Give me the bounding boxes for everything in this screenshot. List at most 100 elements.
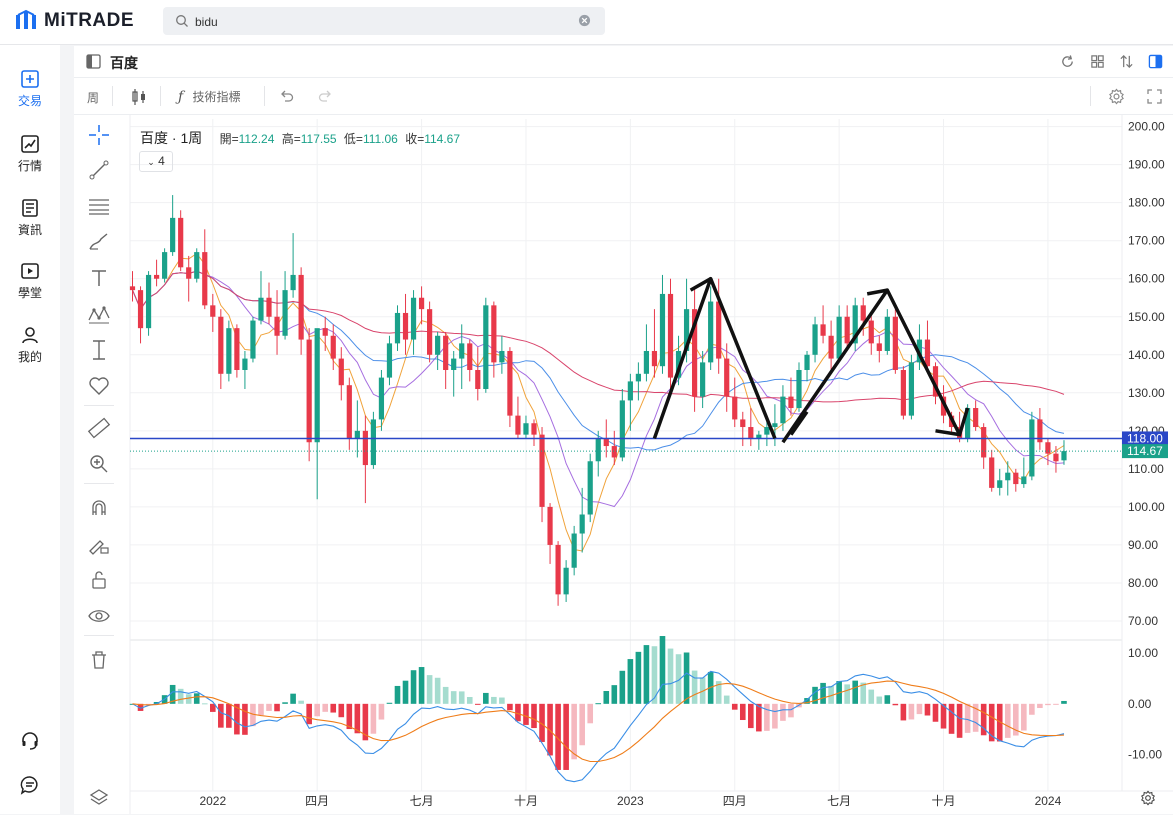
text-tool-icon[interactable] xyxy=(86,265,112,291)
candle-body xyxy=(932,366,939,397)
candle-body xyxy=(386,343,393,378)
macd-bar xyxy=(651,646,658,704)
price-tick-label: 140.00 xyxy=(1128,348,1165,362)
logo[interactable]: MiTRADE xyxy=(14,8,134,34)
chart-settings-icon[interactable] xyxy=(1140,790,1156,806)
interval-selector[interactable]: 周 xyxy=(87,91,100,105)
panel-header: 百度 xyxy=(74,46,1173,78)
macd-bar xyxy=(739,703,746,721)
macd-bar xyxy=(788,703,794,718)
indicator-collapse-button[interactable]: ⌄ 4 xyxy=(139,151,173,172)
clear-search-icon[interactable] xyxy=(578,14,591,27)
sort-icon[interactable] xyxy=(1119,54,1134,69)
macd-bar xyxy=(1004,703,1011,738)
user-icon xyxy=(22,327,38,344)
nav-item-trade[interactable]: 交易 xyxy=(0,69,60,119)
sidebar-toggle-icon[interactable] xyxy=(86,54,101,69)
panel-layout-icon[interactable] xyxy=(1148,54,1163,69)
candle-body xyxy=(306,339,312,443)
nav-item-market[interactable]: 行情 xyxy=(0,134,60,184)
grid-layout-icon[interactable] xyxy=(1090,54,1105,69)
macd-bar xyxy=(667,648,674,704)
macd-tick-label: 10.00 xyxy=(1128,646,1158,660)
nav-label-news: 資訊 xyxy=(17,223,42,237)
horizontal-lines-icon[interactable] xyxy=(86,193,112,219)
macd-bar xyxy=(290,693,296,704)
fullscreen-icon[interactable] xyxy=(1147,89,1162,104)
eye-icon[interactable] xyxy=(86,603,112,629)
crosshair-icon[interactable] xyxy=(86,122,112,148)
macd-bar xyxy=(900,703,907,721)
macd-bar xyxy=(844,684,850,704)
zoom-in-icon[interactable] xyxy=(86,451,112,477)
brush-icon[interactable] xyxy=(86,229,112,255)
unlock-icon[interactable] xyxy=(86,567,112,593)
macd-bar xyxy=(137,703,144,711)
drawn-zigzag-line xyxy=(935,407,970,437)
macd-bar xyxy=(523,703,529,725)
indicators-button[interactable]: ƒ 技術指標 xyxy=(178,88,241,106)
macd-bar xyxy=(764,703,770,731)
candle-body xyxy=(635,373,641,382)
macd-bar xyxy=(1061,700,1067,704)
candle-body xyxy=(242,358,248,370)
redo-icon[interactable] xyxy=(318,90,332,102)
low-value: 111.06 xyxy=(362,132,398,146)
pattern-tool-icon[interactable] xyxy=(86,301,112,327)
chart-grid xyxy=(130,119,1122,791)
price-chart[interactable]: 200.00 190.00 180.00 170.00 160.00 150.00 140.… xyxy=(74,46,1173,814)
nav-item-news[interactable]: 資訊 xyxy=(0,198,60,248)
candle-body xyxy=(1005,472,1011,481)
candle-body xyxy=(700,362,706,397)
candle-type-icon[interactable] xyxy=(131,88,147,106)
measure-tool-icon[interactable] xyxy=(86,337,112,363)
candle-body xyxy=(531,423,537,435)
macd-bar xyxy=(378,703,385,720)
chevron-down-icon: ⌄ xyxy=(147,157,155,167)
candle-body xyxy=(491,305,497,363)
lock-drawing-icon[interactable] xyxy=(86,531,112,557)
open-value: 112.24 xyxy=(238,132,275,146)
refresh-icon[interactable] xyxy=(1060,54,1075,69)
trash-icon[interactable] xyxy=(86,647,112,673)
nav-item-me[interactable]: 我的 xyxy=(0,325,60,375)
price-tick-label: 90.00 xyxy=(1128,538,1158,552)
layers-icon[interactable] xyxy=(86,785,112,811)
divider xyxy=(264,86,265,106)
candle-body xyxy=(1037,419,1043,443)
trend-line-icon[interactable] xyxy=(86,157,112,183)
candle-body xyxy=(820,324,826,336)
candle-body xyxy=(756,434,762,439)
macd-bar xyxy=(330,703,337,713)
macd-bar xyxy=(1013,703,1019,736)
chart-panel: 百度 周 ƒ 技術指標 xyxy=(74,46,1173,814)
macd-bar xyxy=(932,703,939,722)
candle-body xyxy=(796,369,802,409)
macd-bar xyxy=(804,698,810,704)
candle-body xyxy=(692,309,698,397)
macd-bar xyxy=(177,688,184,704)
search-input[interactable] xyxy=(193,11,577,33)
macd-bar xyxy=(852,680,858,704)
settings-icon[interactable] xyxy=(1108,88,1125,105)
ohlc-legend: 百度 · 1周 開=112.24 高=117.55 低=111.06 收=114… xyxy=(140,128,460,148)
candle-body xyxy=(338,358,344,386)
chat-button[interactable] xyxy=(0,775,60,801)
price-tick-label: 130.00 xyxy=(1128,386,1165,400)
macd-bar xyxy=(563,703,569,770)
divider xyxy=(1090,86,1091,106)
search-box[interactable] xyxy=(163,7,605,35)
support-button[interactable] xyxy=(0,731,60,757)
magnet-icon[interactable] xyxy=(86,495,112,521)
candle-body xyxy=(1061,451,1067,461)
heart-icon[interactable] xyxy=(86,373,112,399)
undo-icon[interactable] xyxy=(280,90,294,102)
macd-bar xyxy=(571,703,577,760)
macd-bar xyxy=(450,691,457,704)
ruler-icon[interactable] xyxy=(86,415,112,441)
macd-bar xyxy=(828,685,834,704)
nav-item-academy[interactable]: 學堂 xyxy=(0,261,60,311)
divider xyxy=(112,86,113,106)
candle-body xyxy=(603,438,609,447)
chart-line-icon xyxy=(21,135,39,153)
